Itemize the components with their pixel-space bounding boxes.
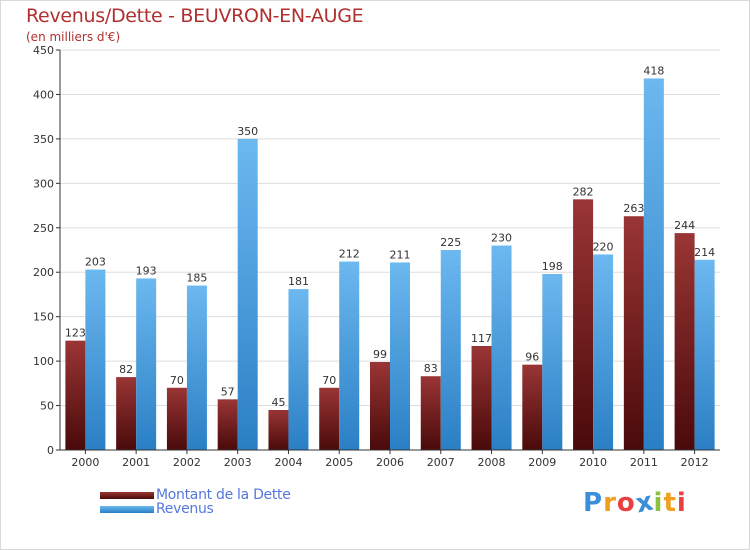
data-label-revenue-2007: 225 <box>440 236 461 249</box>
chart-subtitle: (en milliers d'€) <box>26 30 121 44</box>
bar-revenue-2003 <box>237 138 258 450</box>
data-label-debt-2002: 70 <box>170 374 184 387</box>
logo-letter: o <box>616 488 636 518</box>
data-label-revenue-2008: 230 <box>491 232 512 245</box>
x-tick-label-2005: 2005 <box>325 456 353 469</box>
bar-revenue-2002 <box>186 285 207 450</box>
data-label-revenue-2001: 193 <box>136 264 157 277</box>
y-tick-label: 450 <box>33 44 54 57</box>
x-tick-label-2010: 2010 <box>579 456 607 469</box>
bar-revenue-2001 <box>136 278 157 450</box>
bar-debt-2010 <box>573 199 594 450</box>
data-label-revenue-2002: 185 <box>186 272 207 285</box>
legend-item-revenue: Revenus <box>100 501 214 517</box>
y-tick-label: 150 <box>33 311 54 324</box>
bar-revenue-2005 <box>339 261 360 450</box>
bar-debt-2009 <box>522 364 543 450</box>
data-label-debt-2011: 263 <box>623 202 644 215</box>
legend-swatch-revenue <box>100 505 154 513</box>
y-tick-label: 350 <box>33 133 54 146</box>
data-label-debt-2003: 57 <box>221 385 235 398</box>
data-label-revenue-2011: 418 <box>643 64 664 77</box>
data-label-revenue-2010: 220 <box>593 240 614 253</box>
data-label-revenue-2004: 181 <box>288 275 309 288</box>
chart-title: Revenus/Dette - BEUVRON-EN-AUGE <box>26 5 364 27</box>
data-label-debt-2012: 244 <box>674 219 695 232</box>
y-tick-label: 400 <box>33 88 54 101</box>
logo-letter: i <box>676 488 687 518</box>
bar-debt-2012 <box>674 233 695 450</box>
bar-revenue-2000 <box>85 269 106 450</box>
bar-revenue-2012 <box>694 259 715 450</box>
bar-revenue-2008 <box>491 245 512 450</box>
bar-debt-2002 <box>166 387 187 450</box>
data-label-revenue-2009: 198 <box>542 260 563 273</box>
logo-letter: i <box>653 488 664 518</box>
data-label-revenue-2000: 203 <box>85 256 106 269</box>
bar-debt-2001 <box>116 377 137 450</box>
x-tick-label-2004: 2004 <box>274 456 302 469</box>
proxiti-logo: Proxiti <box>583 486 687 519</box>
legend-swatch-debt <box>100 491 154 499</box>
bar-revenue-2010 <box>593 254 614 450</box>
logo-letter: t <box>663 488 677 518</box>
x-tick-label-2002: 2002 <box>173 456 201 469</box>
x-tick-label-2012: 2012 <box>681 456 709 469</box>
x-tick-label-2009: 2009 <box>528 456 556 469</box>
data-label-debt-2009: 96 <box>525 351 539 364</box>
bar-debt-2003 <box>217 399 238 450</box>
x-tick-label-2008: 2008 <box>478 456 506 469</box>
logo-letter: P <box>583 488 604 518</box>
y-tick-label: 100 <box>33 355 54 368</box>
bar-debt-2011 <box>623 216 644 450</box>
logo-letter: r <box>603 488 617 518</box>
y-tick-label: 50 <box>40 400 54 413</box>
bar-debt-2008 <box>471 346 492 450</box>
bar-revenue-2006 <box>390 262 410 450</box>
data-label-debt-2004: 45 <box>271 396 285 409</box>
x-tick-label-2011: 2011 <box>630 456 658 469</box>
data-label-debt-2001: 82 <box>119 363 133 376</box>
bar-debt-2007 <box>420 376 441 450</box>
bar-revenue-2004 <box>288 289 309 450</box>
data-label-debt-2007: 83 <box>424 362 438 375</box>
data-label-revenue-2005: 212 <box>339 248 360 261</box>
data-label-revenue-2003: 350 <box>237 125 258 138</box>
data-label-debt-2008: 117 <box>471 332 492 345</box>
x-tick-label-2000: 2000 <box>71 456 99 469</box>
data-label-revenue-2012: 214 <box>694 246 715 259</box>
x-tick-label-2001: 2001 <box>122 456 150 469</box>
x-tick-label-2003: 2003 <box>224 456 252 469</box>
bar-debt-2005 <box>319 387 340 450</box>
bar-debt-2006 <box>370 362 390 450</box>
data-label-debt-2005: 70 <box>322 374 336 387</box>
y-tick-label: 200 <box>33 266 54 279</box>
y-tick-label: 250 <box>33 222 54 235</box>
data-label-revenue-2006: 211 <box>390 248 411 261</box>
x-tick-label-2007: 2007 <box>427 456 455 469</box>
data-label-debt-2006: 99 <box>373 348 387 361</box>
data-label-debt-2010: 282 <box>573 185 594 198</box>
y-tick-label: 0 <box>47 444 54 457</box>
y-tick-label: 300 <box>33 177 54 190</box>
bar-revenue-2009 <box>542 274 563 450</box>
legend-label-debt: Montant de la Dette <box>156 487 291 503</box>
bar-debt-2000 <box>65 340 86 450</box>
bar-revenue-2011 <box>643 78 664 450</box>
data-label-debt-2000: 123 <box>65 327 86 340</box>
bar-revenue-2007 <box>440 250 461 450</box>
legend-label-revenue: Revenus <box>156 501 214 517</box>
x-tick-label-2006: 2006 <box>376 456 404 469</box>
legend-item-debt: Montant de la Dette <box>100 487 291 503</box>
bar-debt-2004 <box>268 410 289 450</box>
